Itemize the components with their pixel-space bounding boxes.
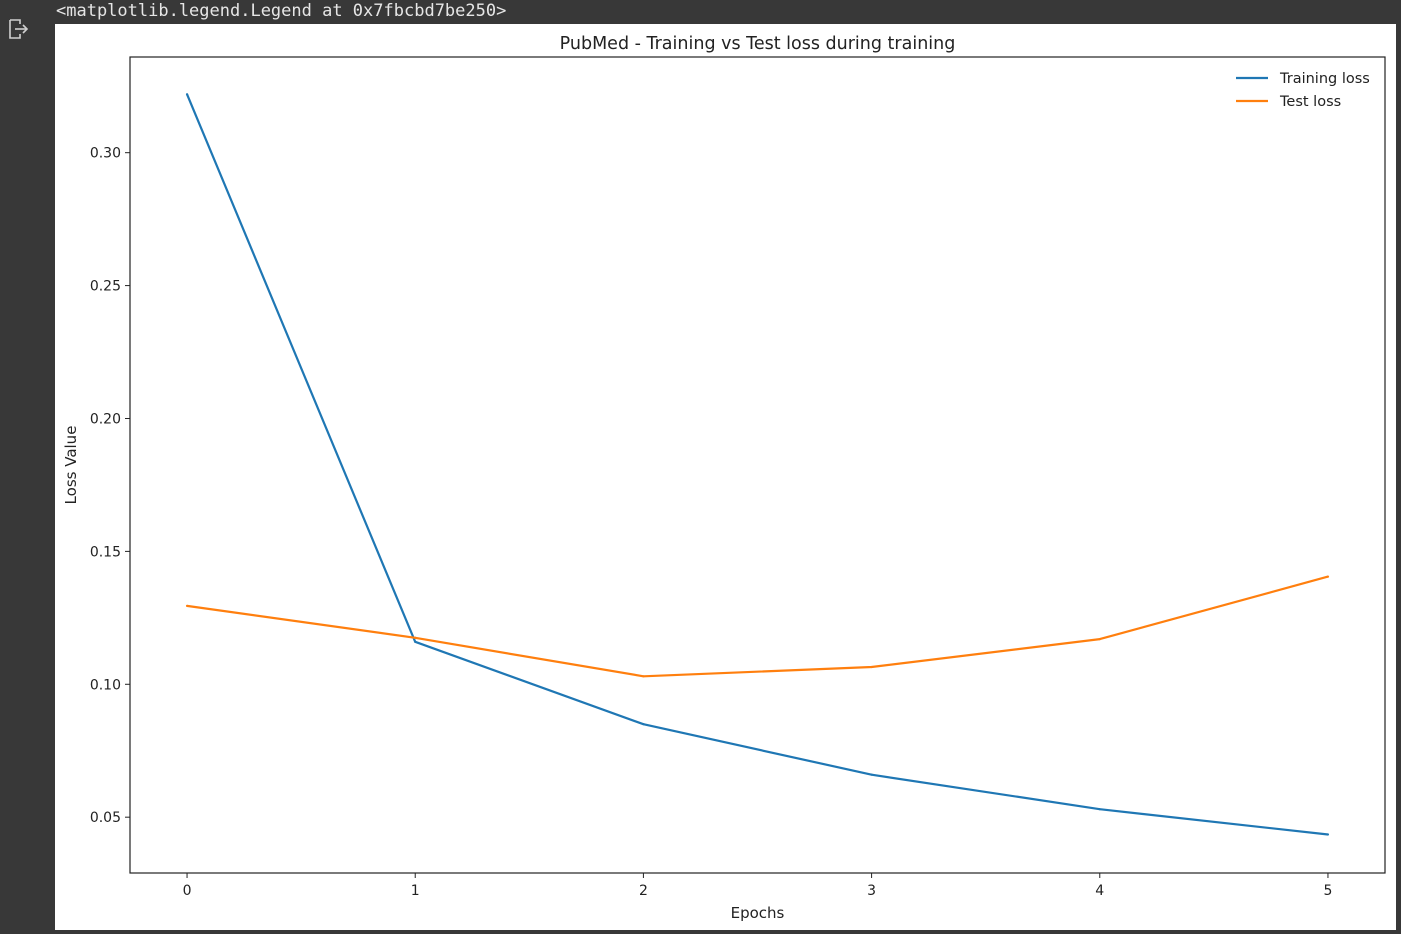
training-loss-point [642, 723, 645, 726]
x-tick-label: 5 [1323, 883, 1332, 899]
legend-label: Training loss [1279, 71, 1370, 87]
training-loss-point [414, 640, 417, 643]
y-tick-label: 0.05 [90, 810, 121, 826]
output-repr-text: <matplotlib.legend.Legend at 0x7fbcbd7be… [56, 1, 507, 21]
x-tick-label: 3 [867, 883, 876, 899]
training-loss-point [1098, 808, 1101, 811]
plot-frame [129, 56, 1386, 874]
line-chart: 0 1 2 3 4 5 0.05 0.10 0.15 0.20 0.25 0.30 Epochs Loss… [62, 34, 1386, 922]
y-axis-title: Loss Value [62, 426, 80, 505]
training-loss-line [185, 93, 1329, 836]
test-loss-point [414, 636, 417, 639]
test-loss-point [870, 665, 873, 669]
output-redirect-icon[interactable] [6, 16, 32, 42]
x-axis-title: Epochs [731, 904, 785, 922]
training-loss-point [870, 773, 873, 776]
x-tick-label: 4 [1095, 883, 1104, 899]
y-tick-label: 0.30 [90, 146, 121, 162]
x-tick-label: 2 [639, 883, 648, 899]
chart-title: PubMed - Training vs Test loss during tr… [560, 34, 956, 54]
y-tick-label: 0.25 [90, 279, 121, 295]
test-loss-point [1326, 575, 1330, 578]
test-loss-line [186, 575, 1329, 678]
y-tick-label: 0.10 [90, 677, 121, 693]
legend-label: Test loss [1279, 94, 1341, 110]
training-loss-point [185, 93, 189, 96]
test-loss-point [185, 604, 189, 607]
x-tick-label: 0 [183, 883, 192, 899]
y-tick-label: 0.20 [90, 411, 121, 427]
test-loss-point [642, 675, 645, 678]
chart-figure: 0 1 2 3 4 5 0.05 0.10 0.15 0.20 0.25 0.30 Epochs Loss… [55, 24, 1396, 930]
x-tick-label: 1 [411, 883, 420, 899]
test-loss-point [1098, 637, 1101, 641]
training-loss-point [1326, 833, 1330, 836]
y-tick-label: 0.15 [90, 544, 121, 560]
